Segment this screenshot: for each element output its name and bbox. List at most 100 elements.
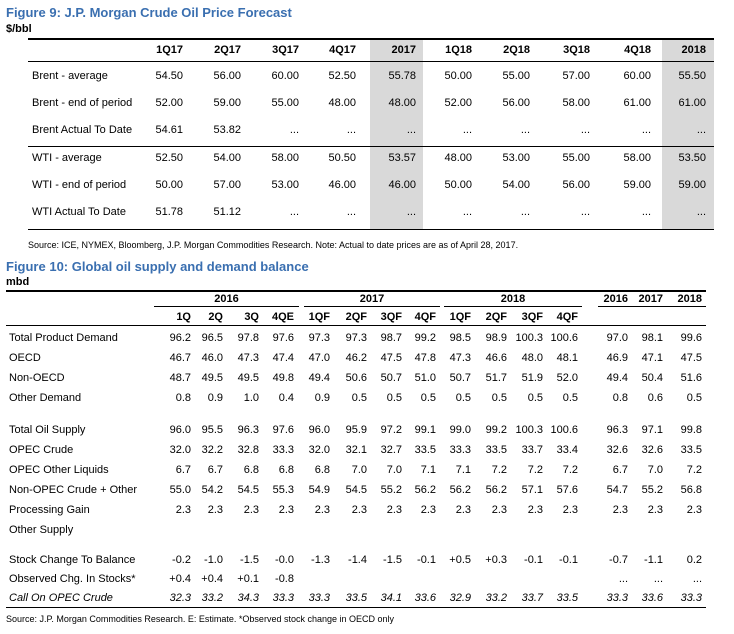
row-label: Call On OPEC Crude [9, 592, 113, 604]
table-cell: ... [641, 124, 651, 136]
table-cell: 47.5 [680, 352, 702, 364]
table-cell: 53.57 [388, 152, 416, 164]
table-cell: 50.00 [155, 179, 183, 191]
table-cell: 7.1 [420, 464, 436, 476]
table-cell: 52.00 [155, 97, 183, 109]
table-cell: 32.2 [201, 444, 223, 456]
table-cell: 55.00 [502, 70, 530, 82]
table-cell: 48.7 [169, 372, 191, 384]
table-cell: 2.3 [351, 504, 367, 516]
figure-10-title: Figure 10: Global oil supply and demand … [6, 259, 309, 274]
table-cell: 57.00 [562, 70, 590, 82]
row-label: Processing Gain [9, 504, 90, 516]
figure-9-table: 1Q17 2Q17 3Q17 4Q17 2017 1Q18 2Q18 3Q18 4Q18 2018… [0, 0, 734, 260]
column-header: 2Q17 [214, 44, 241, 56]
table-cell: 55.3 [272, 484, 294, 496]
year-group-header: 2017 [359, 293, 385, 305]
table-cell: 33.5 [414, 444, 436, 456]
table-cell: 33.5 [485, 444, 507, 456]
table-cell: 2.3 [420, 504, 436, 516]
table-cell: 1.0 [243, 392, 259, 404]
fig10-year-rule-annual [598, 306, 706, 307]
figure-10-unit: mbd [6, 276, 30, 288]
table-cell: 46.0 [201, 352, 223, 364]
table-cell: ... [641, 206, 651, 218]
fig10-header-bottom-rule [6, 325, 706, 326]
table-cell: 33.5 [556, 592, 578, 604]
table-cell: 55.0 [169, 484, 191, 496]
table-cell: 51.7 [485, 372, 507, 384]
table-cell: -1.1 [644, 554, 663, 566]
table-cell: 55.00 [271, 97, 299, 109]
table-cell: +0.3 [485, 554, 507, 566]
table-cell: ... [462, 206, 472, 218]
column-header: 4QE [271, 311, 294, 323]
table-cell: 33.5 [680, 444, 702, 456]
table-cell: 96.0 [169, 424, 191, 436]
table-cell: 49.5 [201, 372, 223, 384]
table-cell: ... [346, 124, 356, 136]
table-cell: 96.5 [201, 332, 223, 344]
table-cell: 97.8 [237, 332, 259, 344]
table-cell: 7.1 [455, 464, 471, 476]
table-cell: ... [289, 124, 299, 136]
table-cell: -0.7 [609, 554, 628, 566]
column-header: 1QF [308, 311, 330, 323]
table-cell: 32.0 [169, 444, 191, 456]
table-cell: 32.7 [380, 444, 402, 456]
table-cell: 53.50 [678, 152, 706, 164]
table-cell: 99.8 [680, 424, 702, 436]
table-cell: 47.8 [414, 352, 436, 364]
table-cell: 48.0 [521, 352, 543, 364]
table-cell: 55.78 [388, 70, 416, 82]
table-cell: 46.6 [485, 352, 507, 364]
table-cell: 0.4 [278, 392, 294, 404]
table-cell: ... [406, 206, 416, 218]
table-cell: 52.50 [328, 70, 356, 82]
table-cell: 33.3 [449, 444, 471, 456]
table-cell: 47.1 [641, 352, 663, 364]
table-cell: ... [618, 573, 628, 585]
table-cell: 52.00 [444, 97, 472, 109]
table-cell: 53.82 [213, 124, 241, 136]
table-cell: 56.8 [680, 484, 702, 496]
fig10-year-rule-2016 [154, 306, 299, 307]
table-cell: 33.4 [556, 444, 578, 456]
table-cell: +0.4 [201, 573, 223, 585]
table-cell: -1.5 [240, 554, 259, 566]
table-cell: 33.3 [680, 592, 702, 604]
table-cell: 0.5 [491, 392, 507, 404]
column-header: 3Q17 [272, 44, 299, 56]
table-cell: ... [580, 124, 590, 136]
table-cell: 100.6 [550, 424, 578, 436]
table-cell: 96.3 [606, 424, 628, 436]
table-cell: 97.1 [641, 424, 663, 436]
table-cell: 33.6 [414, 592, 436, 604]
table-cell: ... [653, 573, 663, 585]
table-cell: 2.3 [314, 504, 330, 516]
table-cell: 7.0 [386, 464, 402, 476]
shade-column-2018 [662, 39, 714, 230]
table-cell: ... [692, 573, 702, 585]
table-cell: 48.00 [328, 97, 356, 109]
table-cell: +0.1 [237, 573, 259, 585]
table-cell: 96.2 [169, 332, 191, 344]
table-cell: 57.6 [556, 484, 578, 496]
table-cell: 49.8 [272, 372, 294, 384]
column-header: 3Q [244, 311, 259, 323]
table-cell: 0.6 [647, 392, 663, 404]
table-cell: 2.3 [207, 504, 223, 516]
row-label: Total Product Demand [9, 332, 118, 344]
column-header: 3QF [521, 311, 543, 323]
column-header: 3Q18 [563, 44, 590, 56]
table-cell: 52.0 [556, 372, 578, 384]
table-cell: 32.6 [606, 444, 628, 456]
fig10-year-rule-2017 [304, 306, 440, 307]
table-cell: 95.5 [201, 424, 223, 436]
table-cell: 33.2 [485, 592, 507, 604]
table-cell: -0.8 [275, 573, 294, 585]
table-cell: 46.00 [388, 179, 416, 191]
table-cell: ... [696, 124, 706, 136]
table-cell: 48.00 [388, 97, 416, 109]
